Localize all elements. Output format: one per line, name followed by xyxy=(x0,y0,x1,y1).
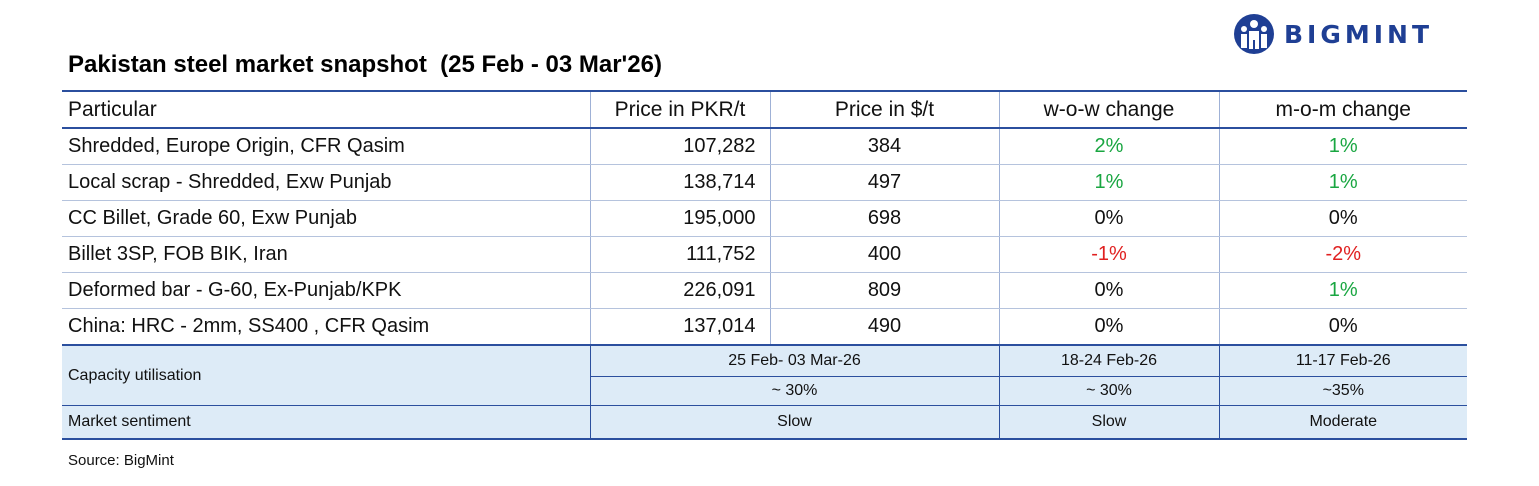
table-row: Deformed bar - G-60, Ex-Punjab/KPK 226,0… xyxy=(62,272,1467,309)
cell-mom-change: 0% xyxy=(1218,200,1467,237)
capacity-utilisation-label: Capacity utilisation xyxy=(62,344,590,406)
cell-price-usd: 809 xyxy=(769,272,999,309)
table-row: China: HRC - 2mm, SS400 , CFR Qasim 137,… xyxy=(62,308,1467,346)
market-snapshot-table: Particular Price in PKR/t Price in $/t w… xyxy=(62,90,1467,440)
header-price-pkr: Price in PKR/t xyxy=(589,90,770,129)
cell-mom-change: 0% xyxy=(1218,308,1467,346)
sentiment-prev-month: Moderate xyxy=(1218,405,1467,440)
header-wow-change: w-o-w change xyxy=(998,90,1219,129)
cell-price-usd: 698 xyxy=(769,200,999,237)
capacity-value-prev-month: ~35% xyxy=(1218,376,1467,406)
table-row: CC Billet, Grade 60, Exw Punjab 195,000 … xyxy=(62,200,1467,237)
bigmint-logo-icon xyxy=(1234,14,1274,54)
cell-wow-change: -1% xyxy=(998,236,1219,273)
cell-wow-change: 0% xyxy=(998,200,1219,237)
table-header-row: Particular Price in PKR/t Price in $/t w… xyxy=(62,90,1467,129)
capacity-value-row: ~ 30% ~ 30% ~35% xyxy=(62,376,1467,406)
capacity-value-prev-week: ~ 30% xyxy=(998,376,1219,406)
sentiment-current: Slow xyxy=(589,405,999,440)
cell-particular: China: HRC - 2mm, SS400 , CFR Qasim xyxy=(62,308,590,346)
cell-wow-change: 2% xyxy=(998,128,1219,165)
cell-mom-change: 1% xyxy=(1218,272,1467,309)
cell-price-usd: 497 xyxy=(769,164,999,201)
cell-mom-change: 1% xyxy=(1218,164,1467,201)
cell-price-usd: 490 xyxy=(769,308,999,346)
cell-price-pkr: 226,091 xyxy=(589,272,770,309)
table-row: Local scrap - Shredded, Exw Punjab 138,7… xyxy=(62,164,1467,201)
brand-name: BIGMINT xyxy=(1284,19,1434,49)
capacity-value-current: ~ 30% xyxy=(589,376,999,406)
table-row: Shredded, Europe Origin, CFR Qasim 107,2… xyxy=(62,128,1467,165)
capacity-period-prev-week: 18-24 Feb-26 xyxy=(998,344,1219,377)
market-sentiment-row: Market sentiment Slow Slow Moderate xyxy=(62,405,1467,440)
cell-price-pkr: 107,282 xyxy=(589,128,770,165)
cell-particular: CC Billet, Grade 60, Exw Punjab xyxy=(62,200,590,237)
cell-particular: Local scrap - Shredded, Exw Punjab xyxy=(62,164,590,201)
cell-price-pkr: 111,752 xyxy=(589,236,770,273)
brand-logo: BIGMINT xyxy=(1232,12,1433,56)
cell-particular: Shredded, Europe Origin, CFR Qasim xyxy=(62,128,590,165)
header-particular: Particular xyxy=(62,90,590,129)
market-sentiment-label: Market sentiment xyxy=(62,405,590,440)
cell-price-pkr: 138,714 xyxy=(589,164,770,201)
table-row: Billet 3SP, FOB BIK, Iran 111,752 400 -1… xyxy=(62,236,1467,273)
source-note: Source: BigMint xyxy=(68,452,174,469)
page-title: Pakistan steel market snapshot (25 Feb -… xyxy=(68,51,662,78)
cell-wow-change: 1% xyxy=(998,164,1219,201)
cell-mom-change: -2% xyxy=(1218,236,1467,273)
cell-wow-change: 0% xyxy=(998,308,1219,346)
header-mom-change: m-o-m change xyxy=(1218,90,1467,129)
cell-price-pkr: 137,014 xyxy=(589,308,770,346)
cell-mom-change: 1% xyxy=(1218,128,1467,165)
sentiment-prev-week: Slow xyxy=(998,405,1219,440)
capacity-period-prev-month: 11-17 Feb-26 xyxy=(1218,344,1467,377)
cell-price-usd: 400 xyxy=(769,236,999,273)
cell-particular: Deformed bar - G-60, Ex-Punjab/KPK xyxy=(62,272,590,309)
cell-price-pkr: 195,000 xyxy=(589,200,770,237)
header-price-usd: Price in $/t xyxy=(769,90,999,129)
capacity-period-current: 25 Feb- 03 Mar-26 xyxy=(589,344,999,377)
capacity-period-row: Capacity utilisation 25 Feb- 03 Mar-26 1… xyxy=(62,344,1467,406)
cell-price-usd: 384 xyxy=(769,128,999,165)
cell-wow-change: 0% xyxy=(998,272,1219,309)
cell-particular: Billet 3SP, FOB BIK, Iran xyxy=(62,236,590,273)
